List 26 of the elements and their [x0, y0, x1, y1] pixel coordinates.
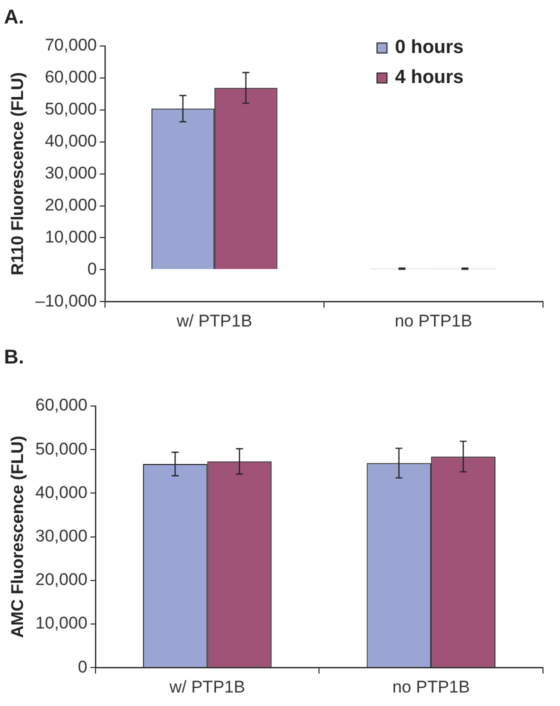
y-tick-label: 10,000	[44, 227, 97, 246]
y-tick-label: 30,000	[35, 526, 88, 546]
y-tick-label: 30,000	[44, 163, 97, 182]
legend-label: 0 hours	[395, 37, 464, 58]
y-tick-label: 40,000	[44, 132, 97, 151]
x-tick-label: w/ PTP1B	[176, 311, 252, 330]
y-tick-label: –10,000	[35, 291, 97, 310]
y-tick-label: 50,000	[44, 100, 97, 119]
y-tick-label: 20,000	[35, 570, 88, 590]
y-tick-label: 10,000	[35, 614, 88, 633]
y-tick-label: 50,000	[35, 439, 88, 458]
y-axis-title: R110 Fluorescence (FLU)	[8, 72, 27, 276]
x-tick-label: w/ PTP1B	[168, 677, 246, 696]
y-tick-label: 60,000	[44, 68, 97, 87]
chart-title: B.	[4, 346, 24, 369]
legend-label: 4 hours	[395, 67, 464, 88]
chart-title: A.	[4, 6, 24, 29]
x-tick-label: no PTP1B	[392, 677, 470, 696]
y-tick-label: 20,000	[44, 195, 97, 214]
y-tick-label: 70,000	[44, 36, 97, 55]
y-tick-label: 0	[87, 259, 97, 278]
y-tick-label: 40,000	[35, 482, 88, 502]
y-tick-label: 60,000	[35, 396, 88, 415]
y-tick-label: 0	[78, 657, 88, 676]
x-tick-label: no PTP1B	[394, 311, 472, 330]
y-axis-title: AMC Fluorescence (FLU)	[8, 436, 27, 638]
